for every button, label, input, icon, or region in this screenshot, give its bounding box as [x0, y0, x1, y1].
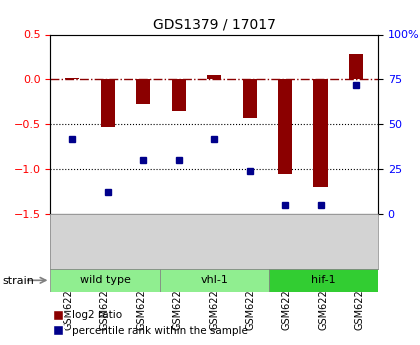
- Bar: [207, 75, 221, 79]
- Bar: [172, 79, 186, 111]
- Legend: log2 ratio, percentile rank within the sample: log2 ratio, percentile rank within the s…: [47, 306, 252, 340]
- Bar: [243, 79, 257, 118]
- Bar: [101, 79, 115, 127]
- Bar: [136, 79, 150, 104]
- Bar: [278, 79, 292, 174]
- Text: vhl-1: vhl-1: [200, 275, 228, 285]
- FancyBboxPatch shape: [269, 269, 378, 292]
- Text: wild type: wild type: [79, 275, 131, 285]
- Text: strain: strain: [2, 276, 34, 286]
- Bar: [313, 79, 328, 187]
- Bar: [349, 54, 363, 79]
- Title: GDS1379 / 17017: GDS1379 / 17017: [153, 18, 276, 32]
- FancyBboxPatch shape: [160, 269, 269, 292]
- Text: hif-1: hif-1: [311, 275, 336, 285]
- FancyBboxPatch shape: [50, 269, 160, 292]
- Bar: [65, 78, 79, 79]
